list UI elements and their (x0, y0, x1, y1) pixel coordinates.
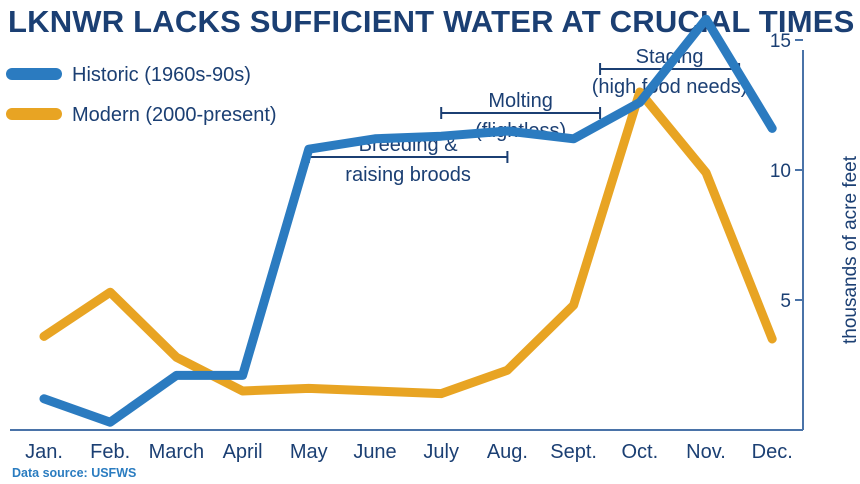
x-tick-label: April (223, 441, 263, 463)
axes: 5 10 15 thousands of acre feet Jan. Feb. March… (10, 31, 860, 463)
annotation-text: (high food needs) (592, 76, 748, 98)
series-line-historic (39, 14, 777, 427)
legend-label: Historic (1960s-90s) (72, 64, 251, 86)
x-tick-label: Sept. (550, 441, 597, 463)
y-tick-label: 5 (780, 291, 791, 312)
x-tick-label: June (353, 441, 396, 463)
series-line-modern (39, 87, 777, 399)
x-tick-label: March (149, 441, 205, 463)
x-tick-label: Jan. (25, 441, 63, 463)
series-points-modern (43, 91, 773, 394)
x-tick-label: Dec. (752, 441, 793, 463)
annotation-text: raising broods (345, 164, 471, 186)
x-tick-label: Nov. (686, 441, 726, 463)
series-points-historic (43, 19, 773, 423)
x-tick-label: May (290, 441, 328, 463)
annotation-3: Staging (high food needs) (592, 46, 748, 98)
y-tick-label: 10 (770, 161, 791, 182)
legend-label: Modern (2000-present) (72, 104, 277, 126)
annotations: Breeding &raising broodsMolting(flightle… (307, 46, 748, 186)
x-tick-label: Feb. (90, 441, 130, 463)
data-source-note: Data source: USFWS (12, 466, 137, 480)
annotation-text: Staging (636, 46, 704, 68)
series-lines (39, 14, 777, 427)
y-tick-label: 15 (770, 31, 791, 52)
x-tick-label: Oct. (621, 441, 658, 463)
legend: Historic (1960s-90s) Modern (2000-present… (6, 64, 277, 126)
annotation-text: Molting (488, 90, 552, 112)
x-tick-label: Aug. (487, 441, 528, 463)
y-axis-label: thousands of acre feet (840, 155, 860, 344)
x-tick-label: July (423, 441, 459, 463)
